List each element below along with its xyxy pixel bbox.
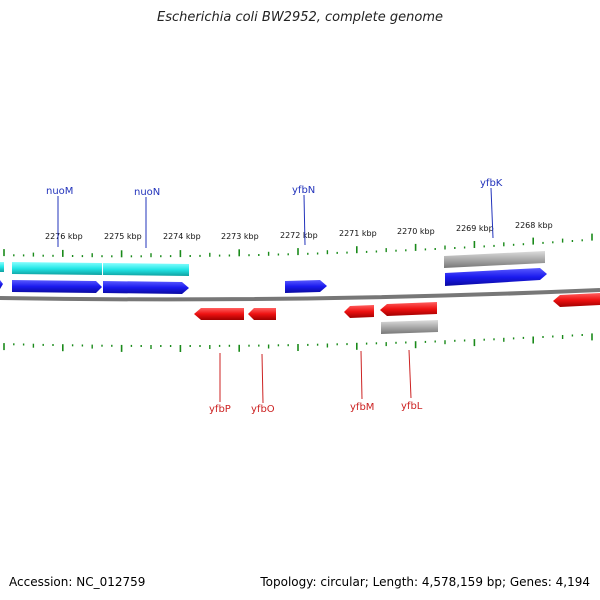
accession-text: Accession: NC_012759 [9,575,146,589]
gene-reverse-right-edge [553,293,600,307]
gene-label-yfbN: yfbN [292,185,315,196]
scale-label-2272: 2272 kbp [280,231,318,240]
genome-backbone [0,288,600,302]
leader-yfbO [261,353,264,404]
gene-label-yfbO: yfbO [251,404,275,415]
scale-label-2269: 2269 kbp [456,224,494,233]
gene-label-yfbL: yfbL [401,401,423,412]
scale-label-2275: 2275 kbp [104,232,142,241]
scale-label-2270: 2270 kbp [397,227,435,236]
gene-reverse-yfbM [344,305,374,318]
feature-gray-yfbK [444,251,545,268]
inner-tick-track [3,333,593,352]
gene-forward-yfbK [445,268,547,286]
scale-label-2271: 2271 kbp [339,229,377,238]
forward-strand-genes [0,268,547,294]
gene-label-yfbM: yfbM [350,402,374,413]
gene-label-nuoN: nuoN [134,187,160,198]
gene-label-nuoM: nuoM [46,186,73,197]
leader-yfbL [408,349,412,399]
scale-label-2276: 2276 kbp [45,232,83,241]
scale-label-2274: 2274 kbp [163,232,201,241]
leader-yfbM [360,350,363,400]
scale-label-2273: 2273 kbp [221,232,259,241]
gene-reverse-yfbO [248,308,276,320]
feature-gray-yfbL [381,320,438,334]
leader-yfbN [303,194,306,246]
gene-forward-nuoM [12,280,102,293]
reverse-strand-genes [194,293,600,320]
gene-forward-left-edge [0,280,3,289]
gene-forward-yfbN [285,280,327,293]
gene-reverse-yfbP [194,308,244,320]
feature-cyan-nuoN [103,263,189,276]
feature-cyan-nuoM [12,262,102,275]
gene-forward-nuoN [103,281,189,294]
scale-labels: 2276 kbp 2275 kbp 2274 kbp 2273 kbp 2272… [45,221,553,241]
label-leaders [57,187,494,404]
gene-label-yfbK: yfbK [480,178,503,189]
scale-label-2268: 2268 kbp [515,221,553,230]
outer-tick-track [3,233,593,258]
gene-labels: nuoM nuoN yfbN yfbK yfbP yfbO yfbM yfbL [46,178,503,415]
genome-stats-text: Topology: circular; Length: 4,578,159 bp… [260,575,590,589]
outer-feature-track [0,251,545,276]
map-title: Escherichia coli BW2952, complete genome [157,10,443,25]
gene-label-yfbP: yfbP [209,404,231,415]
leader-yfbK [490,187,494,239]
gene-reverse-yfbL [380,302,437,316]
feature-cyan-left-edge [0,262,4,272]
